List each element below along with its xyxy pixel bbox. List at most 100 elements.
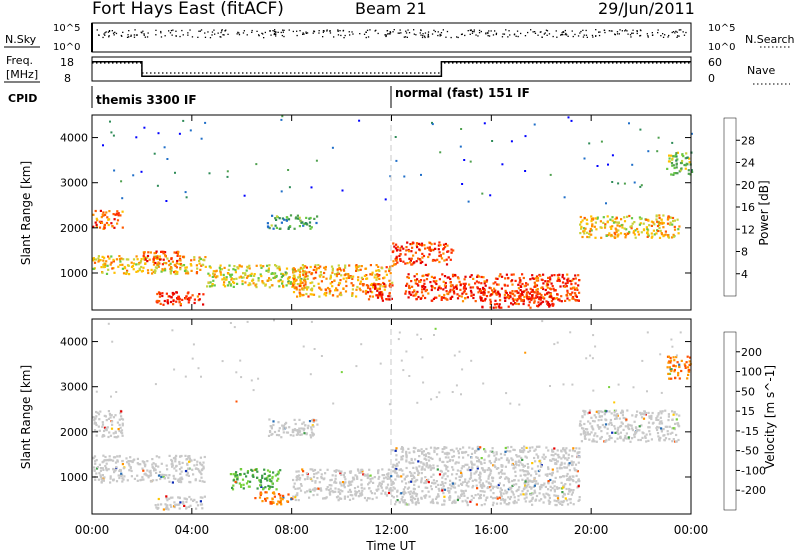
velocity-cell: [308, 489, 311, 492]
velocity-cell: [503, 472, 506, 475]
velocity-cell: [175, 464, 178, 467]
power-cell: [459, 284, 462, 287]
power-cell: [303, 271, 306, 274]
nsky-point: [105, 31, 107, 33]
power-cell: [669, 216, 673, 219]
power-cell: [440, 298, 443, 301]
nsky-point: [625, 29, 627, 31]
velocity-cell: [552, 454, 555, 457]
velocity-cell: [533, 477, 536, 480]
velocity-cell: [583, 413, 586, 416]
velocity-cell: [425, 447, 428, 451]
power-cell: [626, 215, 629, 218]
velocity-cell: [556, 453, 559, 456]
power-cell: [399, 249, 402, 252]
nsky-point: [103, 33, 105, 35]
velocity-cell: [281, 424, 284, 427]
power-cell: [462, 291, 465, 294]
velocity-cell: [530, 486, 533, 489]
power-cell: [361, 277, 364, 281]
nsky-point: [343, 37, 345, 39]
velocity-cell: [662, 428, 665, 431]
nave-tick-top: 60: [708, 56, 722, 69]
power-cell: [461, 183, 464, 185]
power-cell: [142, 254, 145, 257]
nsky-point: [427, 35, 429, 37]
colorbar-tick-label: 20: [741, 179, 755, 192]
power-cell: [367, 286, 370, 289]
velocity-cell: [491, 477, 494, 480]
nsky-point: [349, 34, 351, 36]
power-cell: [412, 241, 415, 244]
power-cell: [179, 268, 182, 271]
velocity-cell: [411, 478, 414, 481]
velocity-cell: [356, 485, 360, 488]
nsky-point: [367, 36, 370, 38]
velocity-cell: [582, 409, 585, 412]
y-tick-label: 3000: [60, 177, 88, 190]
velocity-cell: [671, 410, 674, 413]
velocity-cell: [256, 476, 259, 479]
velocity-cell: [310, 428, 313, 431]
power-cell: [207, 281, 210, 285]
nsky-point: [275, 31, 277, 33]
colorbar-tick-label: -200: [741, 484, 766, 497]
power-cell: [675, 159, 678, 162]
velocity-cell: [485, 480, 488, 483]
velocity-cell: [171, 481, 174, 484]
power-cell: [371, 271, 374, 274]
velocity-cell: [282, 425, 285, 429]
power-cell: [301, 287, 304, 290]
power-cell: [233, 265, 236, 268]
power-cell: [505, 291, 508, 295]
nsky-point: [277, 31, 279, 33]
velocity-cell: [593, 440, 596, 443]
power-cell: [337, 264, 340, 267]
velocity-cell: [170, 458, 173, 462]
velocity-cell: [300, 484, 303, 487]
velocity-cell: [443, 472, 446, 475]
velocity-cell: [547, 449, 550, 452]
velocity-cell: [614, 431, 617, 434]
nsky-point: [108, 30, 111, 32]
power-cell: [229, 273, 232, 276]
nsky-point: [440, 32, 443, 34]
power-cell: [375, 278, 378, 281]
power-cell: [443, 293, 446, 297]
power-cell: [296, 295, 299, 298]
power-cell: [168, 264, 171, 267]
velocity-cell: [633, 420, 636, 423]
velocity-cell: [107, 322, 110, 325]
power-cell: [518, 277, 521, 280]
velocity-cell: [314, 480, 317, 483]
power-cell: [373, 282, 376, 285]
velocity-cell: [417, 449, 420, 452]
nsky-point: [495, 33, 497, 36]
velocity-cell: [432, 482, 435, 485]
velocity-cell: [442, 487, 445, 490]
power-cell: [384, 198, 387, 201]
velocity-cell: [348, 470, 352, 473]
nsky-point: [480, 30, 482, 33]
velocity-cell: [424, 476, 427, 479]
velocity-cell: [443, 499, 446, 502]
velocity-cell: [448, 498, 451, 501]
power-cell: [590, 220, 593, 223]
velocity-cell: [178, 507, 181, 510]
velocity-cell: [261, 476, 264, 479]
nsky-point: [585, 29, 587, 32]
velocity-cell: [547, 467, 550, 471]
velocity-cell: [519, 449, 522, 452]
velocity-cell: [484, 450, 487, 453]
nsky-point: [261, 32, 263, 34]
velocity-cell: [149, 474, 153, 477]
velocity-cell: [675, 354, 678, 357]
velocity-cell: [599, 437, 602, 440]
nsky-point: [211, 31, 214, 33]
velocity-cell: [666, 430, 669, 433]
velocity-cell: [106, 458, 109, 462]
velocity-cell: [299, 483, 303, 486]
power-cell: [378, 269, 381, 273]
power-cell: [113, 271, 116, 274]
velocity-cell: [103, 434, 106, 438]
